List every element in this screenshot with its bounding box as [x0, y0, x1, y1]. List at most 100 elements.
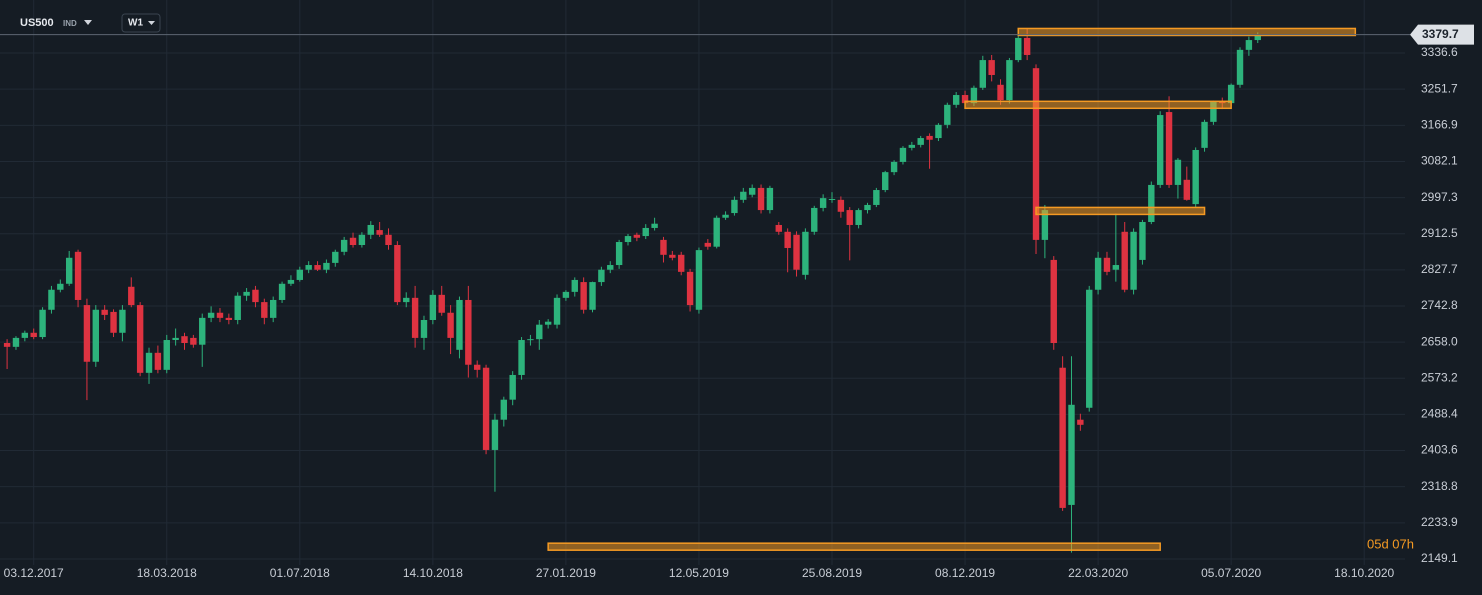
- y-tick-label: 2149.1: [1421, 551, 1458, 565]
- candle-body: [1023, 37, 1031, 55]
- y-tick-label: 2827.7: [1421, 262, 1458, 276]
- candle-body: [252, 289, 259, 303]
- last-price-label: 3379.7: [1422, 27, 1459, 41]
- y-tick-label: 2573.2: [1421, 370, 1458, 384]
- candle-body: [110, 311, 117, 333]
- candle-body: [1059, 367, 1066, 508]
- candle-body: [65, 257, 73, 284]
- candle-body: [234, 295, 241, 320]
- candle-body: [651, 223, 658, 228]
- candle-body: [21, 332, 29, 338]
- candle-body: [199, 317, 206, 345]
- candle-body: [394, 245, 401, 303]
- candle-body: [518, 340, 525, 375]
- candle-body: [429, 294, 437, 320]
- candle-body: [216, 312, 224, 318]
- candle-body: [544, 321, 552, 325]
- candle-body: [1165, 112, 1173, 185]
- candle-body: [411, 297, 419, 338]
- candle-body: [420, 319, 428, 338]
- candle-body: [811, 207, 818, 232]
- plot-area: [3, 27, 1357, 553]
- candle-body: [119, 309, 126, 333]
- candle-body: [385, 234, 392, 246]
- y-tick-label: 3166.9: [1421, 117, 1458, 131]
- candle-body: [678, 254, 685, 272]
- x-tick-label: 12.05.2019: [669, 566, 729, 580]
- y-tick-label: 2318.8: [1421, 479, 1458, 493]
- x-tick-label: 22.03.2020: [1068, 566, 1128, 580]
- candle-body: [1112, 265, 1120, 270]
- y-tick-label: 2233.9: [1421, 515, 1458, 529]
- candle-body: [766, 187, 774, 211]
- last-price-marker: [1410, 24, 1474, 45]
- candle-body: [323, 262, 330, 270]
- candle-body: [465, 299, 472, 365]
- candle-body: [722, 214, 729, 218]
- candle-body: [979, 60, 986, 88]
- candle-body: [899, 147, 907, 162]
- candle-body: [562, 291, 570, 298]
- y-tick-label: 2403.6: [1421, 443, 1458, 457]
- candle-body: [287, 279, 295, 284]
- timeframe[interactable]: W1: [128, 18, 143, 29]
- candle-body: [1139, 221, 1146, 260]
- candle-body: [589, 282, 596, 310]
- x-tick-label: 08.12.2019: [935, 566, 995, 580]
- candle-body: [500, 399, 508, 420]
- x-tick-label: 27.01.2019: [536, 566, 596, 580]
- candle-body: [181, 336, 188, 344]
- candle-body: [997, 84, 1004, 101]
- candle-body: [988, 60, 995, 75]
- y-tick-label: 3082.1: [1421, 154, 1458, 168]
- candle-body: [1201, 121, 1208, 148]
- candle-body: [1183, 179, 1190, 200]
- dropdown-arrow[interactable]: [84, 20, 92, 25]
- candle-body: [482, 367, 490, 450]
- candle-body: [1174, 159, 1182, 185]
- candle-body: [207, 312, 215, 318]
- symbol[interactable]: US500: [20, 17, 54, 29]
- candle-body: [961, 95, 969, 104]
- candle-body: [864, 204, 871, 211]
- candle-body: [1192, 149, 1199, 205]
- level-zone: [964, 100, 1232, 110]
- candle-body: [952, 95, 960, 105]
- candle-body: [474, 364, 481, 370]
- candle-body: [802, 231, 809, 275]
- candle-body: [624, 236, 632, 243]
- candle-body: [695, 250, 703, 310]
- candle-body: [1121, 231, 1128, 290]
- candle-body: [819, 198, 827, 208]
- level-zone: [547, 542, 1161, 551]
- candle-body: [686, 271, 694, 306]
- candle-body: [917, 138, 924, 145]
- candle-body: [846, 210, 853, 225]
- candle-body: [536, 324, 543, 340]
- candle-body: [438, 294, 445, 313]
- candle-body: [1148, 184, 1155, 222]
- candle-body: [1015, 37, 1022, 61]
- candle-body: [269, 299, 277, 318]
- candle-body: [340, 239, 348, 252]
- candle-body: [358, 234, 366, 246]
- candle-body: [1077, 419, 1084, 425]
- candle-body: [154, 352, 162, 370]
- candle-body: [74, 251, 82, 300]
- x-tick-label: 14.10.2018: [403, 566, 463, 580]
- x-tick-label: 01.07.2018: [270, 566, 330, 580]
- level-zone: [1035, 206, 1206, 216]
- candle-body: [447, 312, 454, 338]
- candle-body: [527, 339, 534, 341]
- candle-body: [775, 224, 782, 232]
- candle-body: [1130, 231, 1137, 290]
- candle-body: [890, 161, 898, 173]
- timeframe-box[interactable]: [121, 13, 161, 33]
- candle-body: [296, 269, 304, 280]
- candle-body: [704, 242, 712, 247]
- candle-body: [92, 309, 99, 362]
- candle-body: [1254, 34, 1261, 41]
- candle-body: [1032, 68, 1040, 240]
- dropdown-arrow[interactable]: [148, 21, 155, 25]
